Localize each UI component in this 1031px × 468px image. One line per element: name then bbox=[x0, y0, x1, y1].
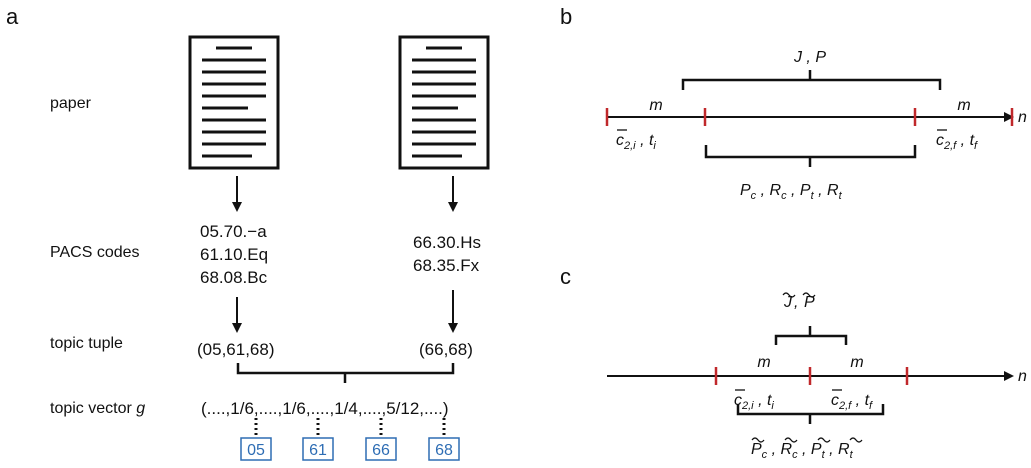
arrow-paper2-to-codes bbox=[448, 176, 458, 212]
arrow-codes1-to-tuple bbox=[232, 297, 242, 333]
svg-text:P: P bbox=[804, 294, 815, 311]
paper1-code-3: 68.08.Bc bbox=[200, 268, 268, 287]
panel-b-top-label: J , P bbox=[793, 49, 826, 66]
panel-c-left-m: m bbox=[757, 354, 770, 371]
index-label-66: 66 bbox=[372, 442, 390, 459]
topic-vector: (....,1/6,....,1/6,....,1/4,....,5/12,..… bbox=[201, 399, 449, 418]
panel-b-axis-label: n bbox=[1018, 109, 1027, 126]
paper2-tuple: (66,68) bbox=[419, 340, 473, 359]
row-label-pacs: PACS codes bbox=[50, 244, 140, 261]
row-label-tuple: topic tuple bbox=[50, 335, 123, 352]
combine-brace bbox=[236, 363, 455, 383]
panel-b-left-m: m bbox=[649, 97, 662, 114]
paper-1-icon bbox=[188, 35, 280, 170]
panel-c-bottom-brace bbox=[736, 404, 885, 424]
panel-b-right-ct: c2,f , tf bbox=[936, 129, 978, 152]
panel-b-axis bbox=[607, 112, 1014, 122]
arrow-paper1-to-codes bbox=[232, 176, 242, 212]
panel-c-axis bbox=[607, 371, 1014, 381]
svg-text:J: J bbox=[783, 294, 793, 311]
vector-index-61: 61 bbox=[302, 418, 334, 461]
vector-index-05: 05 bbox=[240, 418, 272, 461]
svg-text:,: , bbox=[794, 294, 798, 311]
paper1-code-2: 61.10.Eq bbox=[200, 245, 268, 264]
panel-b-left-ct: c2,i , ti bbox=[616, 129, 656, 152]
panel-c-axis-label: n bbox=[1018, 368, 1027, 385]
panel-b-top-brace bbox=[681, 70, 942, 90]
panel-b-letter: b bbox=[560, 4, 572, 29]
index-label-68: 68 bbox=[435, 442, 453, 459]
svg-text:c2,i , ti: c2,i , ti bbox=[734, 392, 774, 412]
paper-2-icon bbox=[398, 35, 490, 170]
svg-text:Pc , Rc , Pt , Rt: Pc , Rc , Pt , Rt bbox=[751, 441, 854, 461]
svg-text:c2,i , ti: c2,i , ti bbox=[616, 132, 656, 152]
panel-c-letter: c bbox=[560, 264, 571, 289]
row-label-paper: paper bbox=[50, 95, 92, 112]
paper2-code-1: 66.30.Hs bbox=[413, 233, 481, 252]
panel-a-letter: a bbox=[6, 4, 19, 29]
row-label-vector: topic vector g bbox=[50, 400, 145, 417]
panel-c-left-ct: c2,i , ti bbox=[734, 389, 774, 412]
panel-c-top-brace bbox=[774, 326, 848, 345]
panel-b-right-m: m bbox=[957, 97, 970, 114]
paper1-tuple: (05,61,68) bbox=[197, 340, 275, 359]
svg-text:c2,f , tf: c2,f , tf bbox=[936, 132, 978, 152]
panel-c-bottom-label: Pc , Rc , Pt , Rt bbox=[751, 437, 863, 461]
panel-c-right-ct: c2,f , tf bbox=[831, 389, 873, 412]
panel-c-top-label: J , P bbox=[782, 292, 816, 311]
panel-c-right-m: m bbox=[850, 354, 863, 371]
arrow-codes2-to-tuple bbox=[448, 290, 458, 333]
paper1-code-1: 05.70.−a bbox=[200, 222, 267, 241]
paper2-code-2: 68.35.Fx bbox=[413, 256, 480, 275]
vector-index-68: 68 bbox=[428, 418, 460, 461]
panel-b-bottom-label: Pc , Rc , Pt , Rt bbox=[740, 182, 843, 202]
vector-index-66: 66 bbox=[365, 418, 397, 461]
panel-b-bottom-brace bbox=[704, 145, 917, 167]
index-label-05: 05 bbox=[247, 442, 265, 459]
svg-text:c2,f , tf: c2,f , tf bbox=[831, 392, 873, 412]
index-label-61: 61 bbox=[309, 442, 327, 459]
